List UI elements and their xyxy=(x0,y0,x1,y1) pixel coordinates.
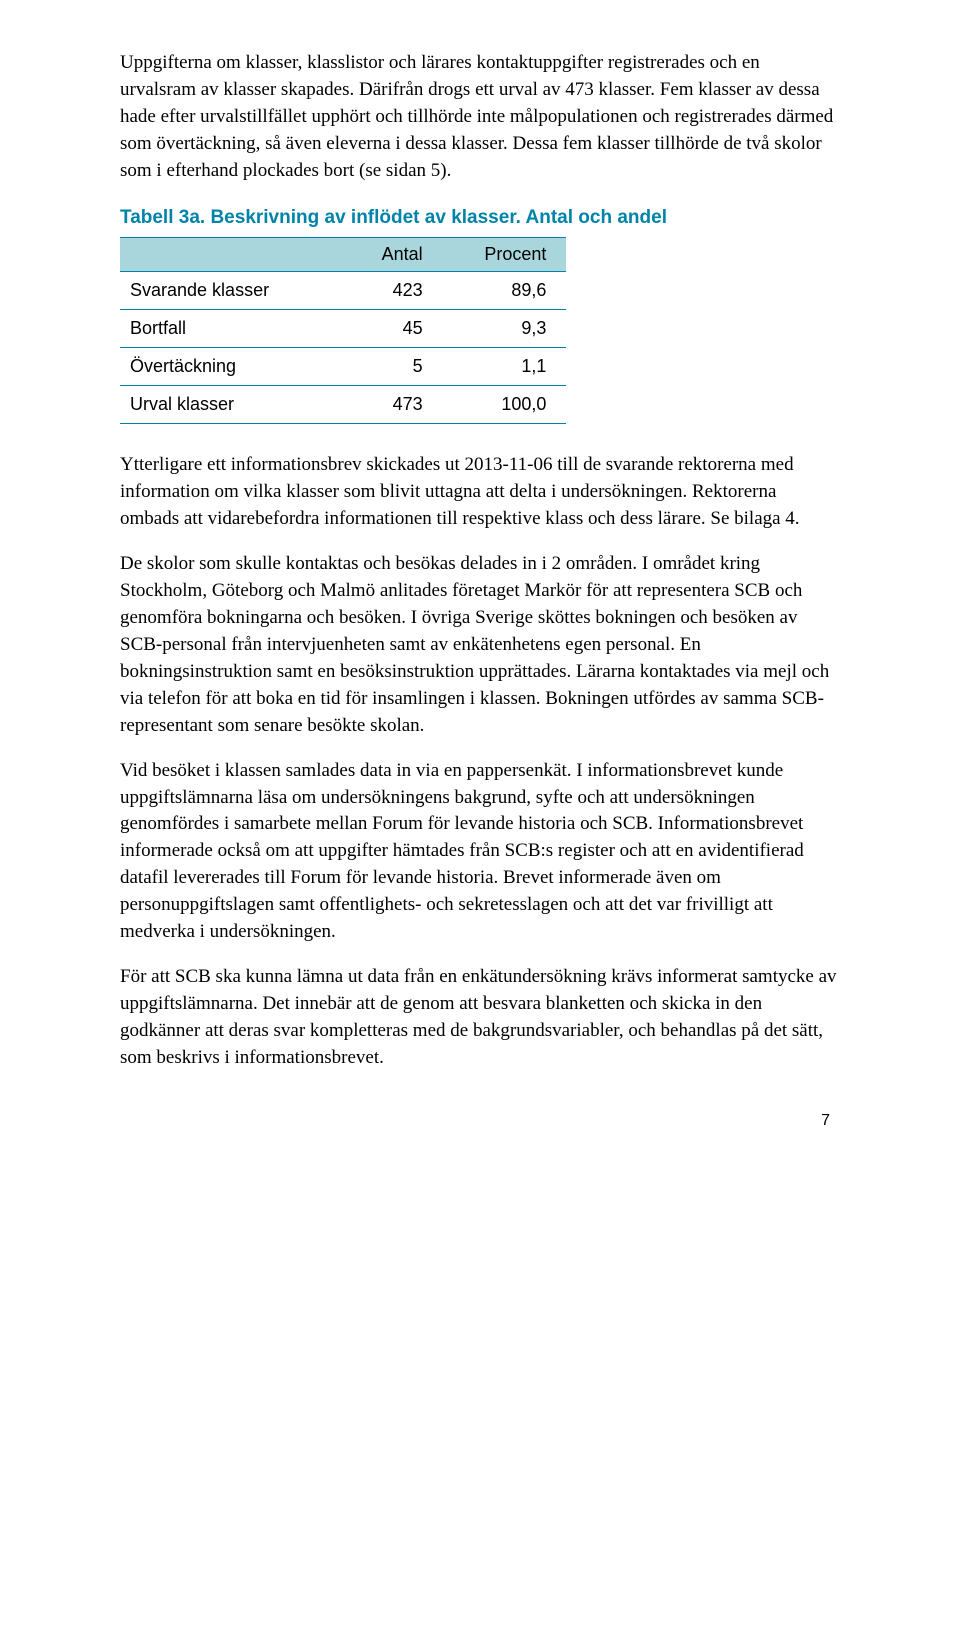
row-label: Bortfall xyxy=(120,309,347,347)
table-row: Bortfall 45 9,3 xyxy=(120,309,566,347)
table-title: Tabell 3a. Beskrivning av inflödet av kl… xyxy=(120,207,840,229)
row-label: Övertäckning xyxy=(120,347,347,385)
row-procent: 100,0 xyxy=(443,385,567,423)
row-label: Urval klasser xyxy=(120,385,347,423)
table-row: Övertäckning 5 1,1 xyxy=(120,347,566,385)
table-header-antal: Antal xyxy=(347,237,442,271)
table-row: Svarande klasser 423 89,6 xyxy=(120,271,566,309)
row-procent: 89,6 xyxy=(443,271,567,309)
table-header-blank xyxy=(120,237,347,271)
row-antal: 45 xyxy=(347,309,442,347)
intro-paragraph-1: Uppgifterna om klasser, klasslistor och … xyxy=(120,50,840,185)
body-paragraph-4: Vid besöket i klassen samlades data in v… xyxy=(120,758,840,947)
body-paragraph-2: Ytterligare ett informationsbrev skickad… xyxy=(120,452,840,533)
row-procent: 9,3 xyxy=(443,309,567,347)
page-number: 7 xyxy=(120,1112,840,1130)
body-paragraph-3: De skolor som skulle kontaktas och besök… xyxy=(120,551,840,740)
table-header-row: Antal Procent xyxy=(120,237,566,271)
table-header-procent: Procent xyxy=(443,237,567,271)
inflow-table: Antal Procent Svarande klasser 423 89,6 … xyxy=(120,237,566,424)
row-antal: 423 xyxy=(347,271,442,309)
row-label: Svarande klasser xyxy=(120,271,347,309)
table-row: Urval klasser 473 100,0 xyxy=(120,385,566,423)
row-antal: 473 xyxy=(347,385,442,423)
row-antal: 5 xyxy=(347,347,442,385)
row-procent: 1,1 xyxy=(443,347,567,385)
body-paragraph-5: För att SCB ska kunna lämna ut data från… xyxy=(120,964,840,1072)
